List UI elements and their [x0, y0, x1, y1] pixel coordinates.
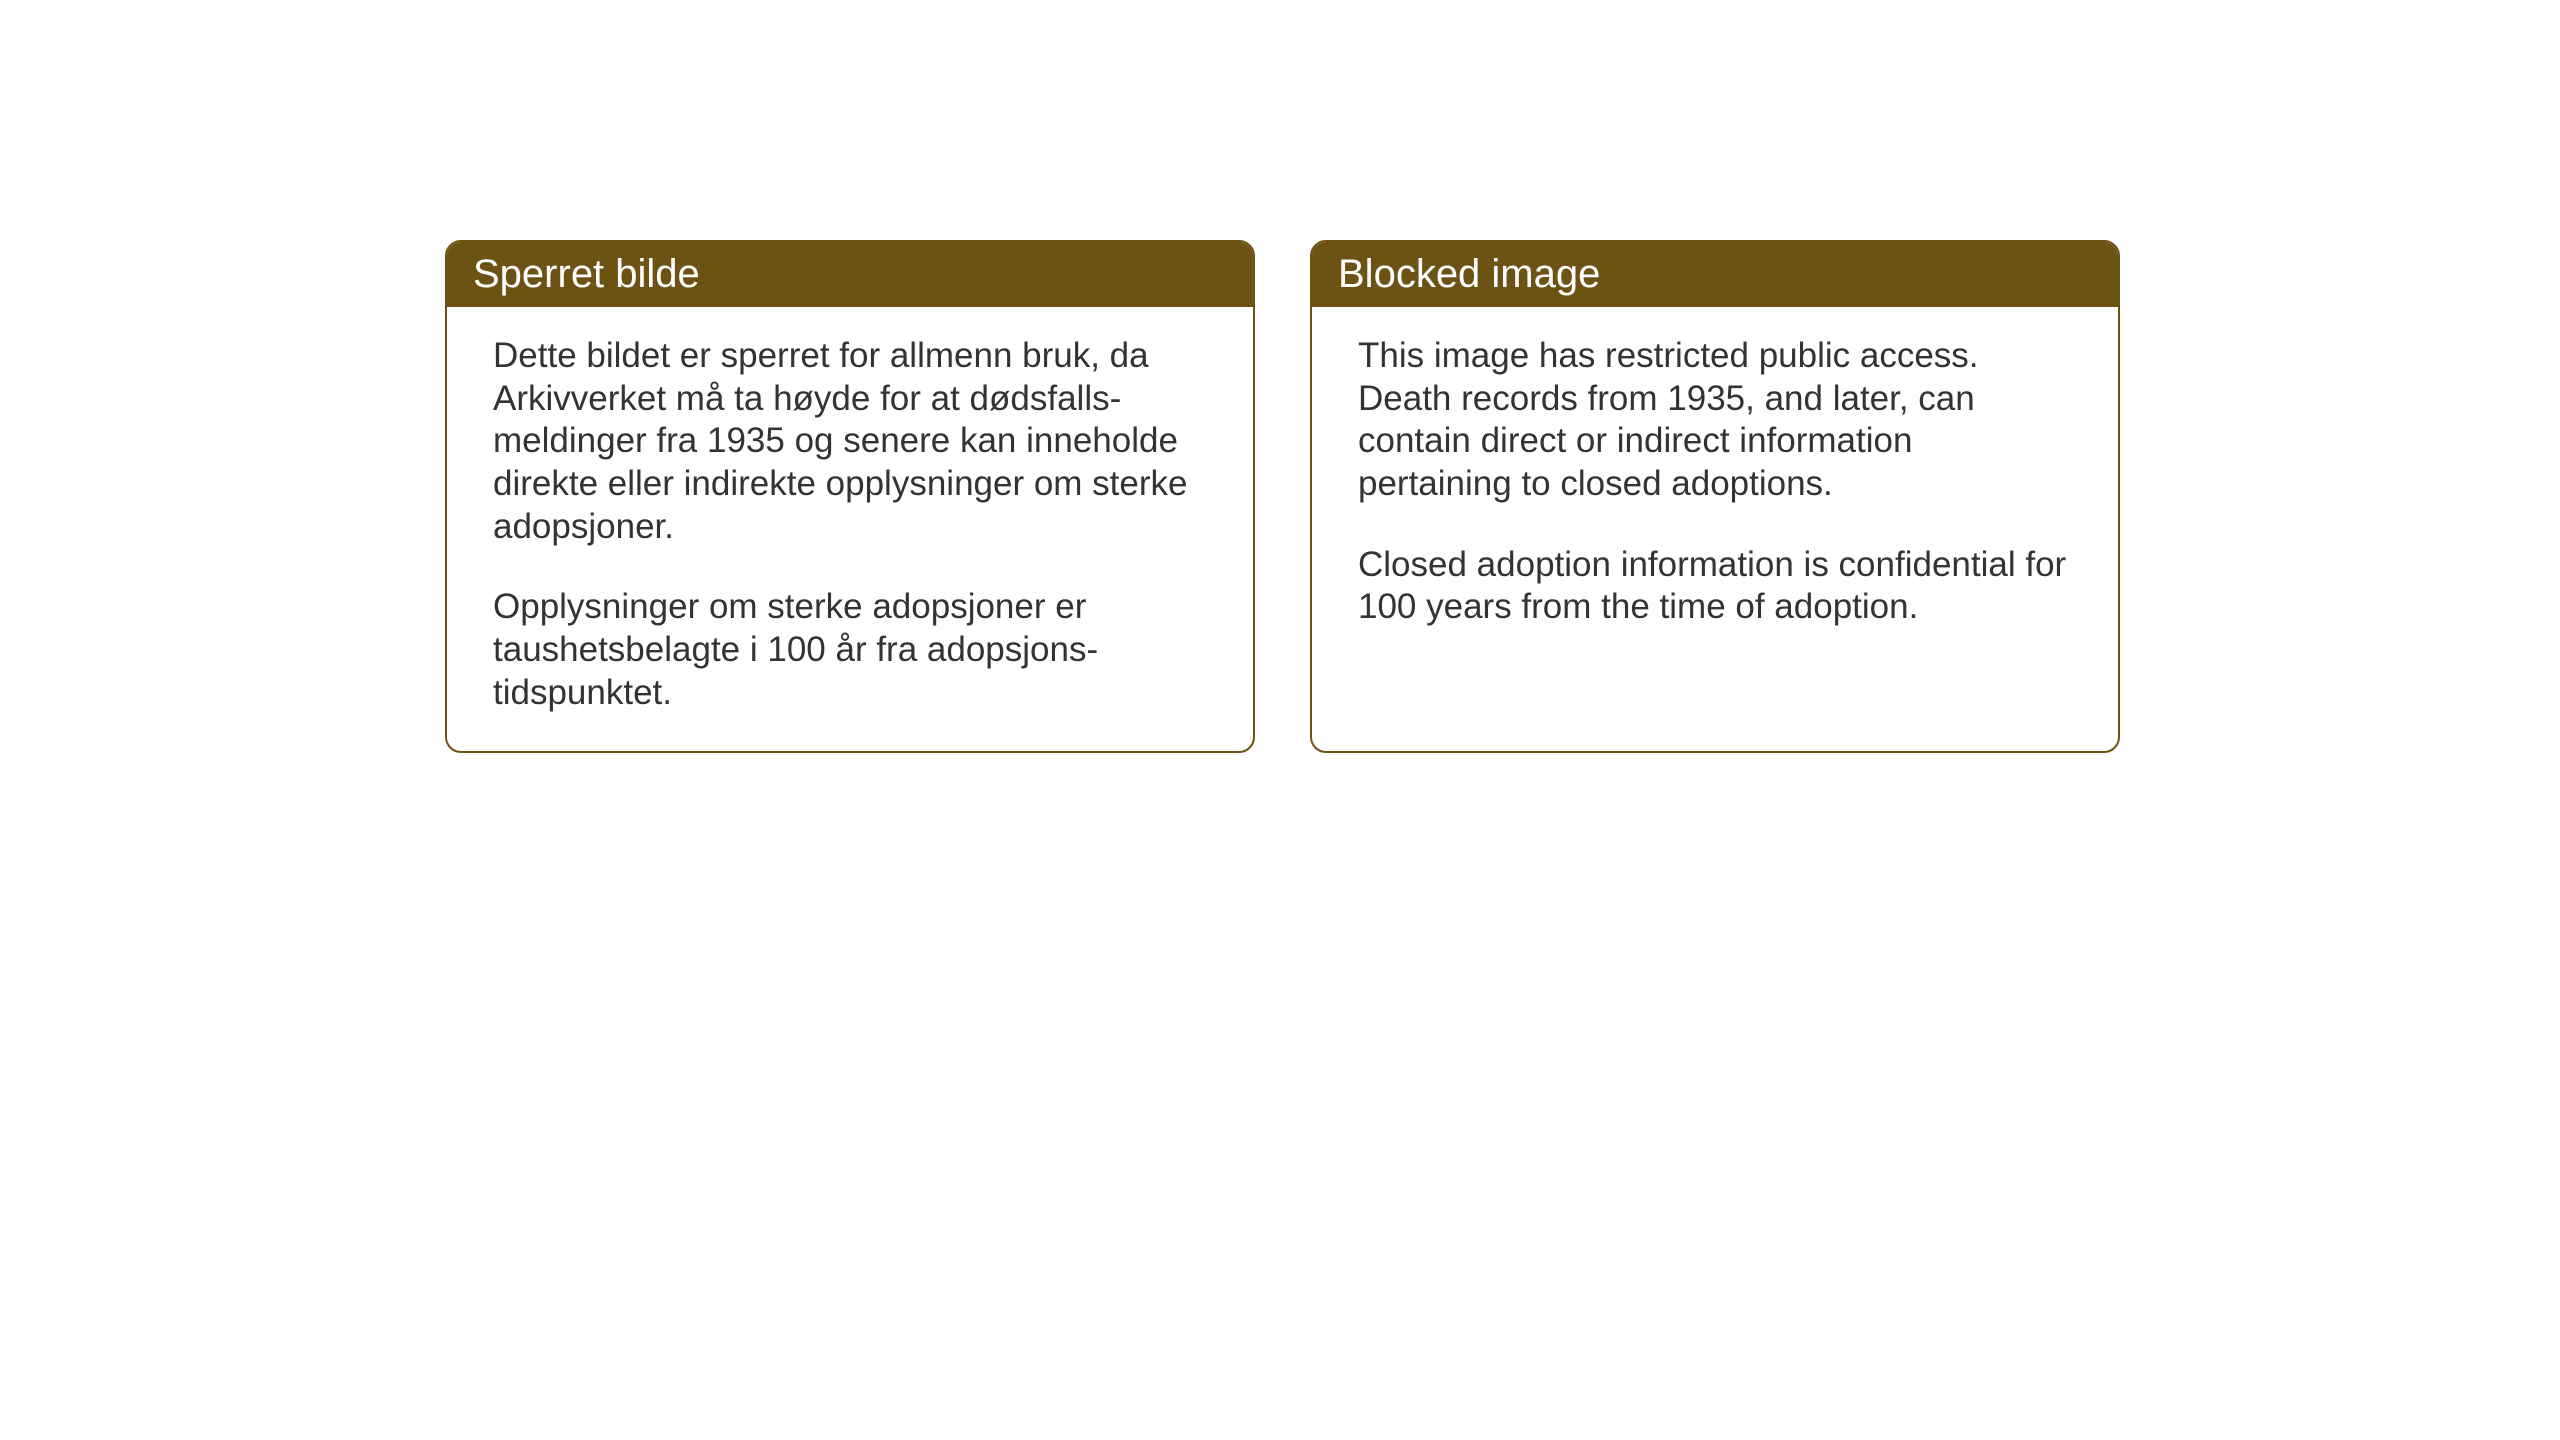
card-body-english: This image has restricted public access.…	[1312, 307, 2118, 665]
card-header-english: Blocked image	[1312, 242, 2118, 307]
card-header-norwegian: Sperret bilde	[447, 242, 1253, 307]
card-paragraph-2-english: Closed adoption information is confident…	[1358, 544, 2072, 629]
card-title-norwegian: Sperret bilde	[473, 252, 700, 296]
card-body-norwegian: Dette bildet er sperret for allmenn bruk…	[447, 307, 1253, 751]
card-paragraph-1-english: This image has restricted public access.…	[1358, 335, 2072, 506]
card-title-english: Blocked image	[1338, 252, 1600, 296]
card-norwegian: Sperret bilde Dette bildet er sperret fo…	[445, 240, 1255, 753]
card-paragraph-2-norwegian: Opplysninger om sterke adopsjoner er tau…	[493, 586, 1207, 714]
card-paragraph-1-norwegian: Dette bildet er sperret for allmenn bruk…	[493, 335, 1207, 548]
cards-container: Sperret bilde Dette bildet er sperret fo…	[445, 240, 2120, 753]
card-english: Blocked image This image has restricted …	[1310, 240, 2120, 753]
